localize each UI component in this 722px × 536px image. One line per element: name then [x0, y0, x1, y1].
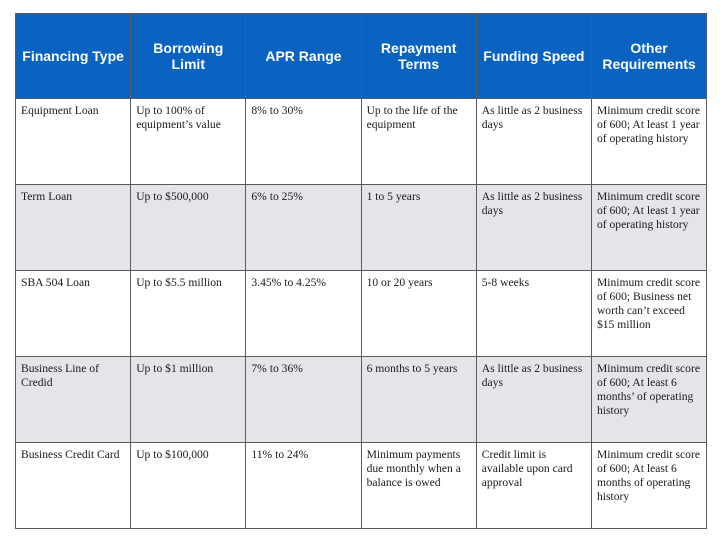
cell-funding-speed: As little as 2 business days — [475, 356, 592, 443]
table-row: Business Credit Card Up to $100,000 11% … — [14, 442, 708, 529]
cell-funding-speed: As little as 2 business days — [475, 184, 592, 271]
header-borrowing-limit: Borrowing Limit — [130, 13, 247, 99]
header-repayment-terms: Repayment Terms — [360, 13, 477, 99]
cell-borrowing-limit: Up to $1 million — [130, 356, 247, 443]
cell-borrowing-limit: Up to $500,000 — [130, 184, 247, 271]
table-row: Business Line of Credid Up to $1 million… — [14, 356, 708, 443]
table-row: Equipment Loan Up to 100% of equipment’s… — [14, 98, 708, 185]
cell-funding-speed: Credit limit is available upon card appr… — [475, 442, 592, 529]
cell-repayment-terms: 1 to 5 years — [360, 184, 477, 271]
cell-financing-type: Equipment Loan — [14, 98, 132, 185]
cell-other-requirements: Minimum credit score of 600; Business ne… — [590, 270, 708, 357]
cell-financing-type: Business Line of Credid — [14, 356, 132, 443]
cell-apr-range: 11% to 24% — [245, 442, 362, 529]
cell-repayment-terms: 6 months to 5 years — [360, 356, 477, 443]
cell-financing-type: Term Loan — [14, 184, 132, 271]
cell-other-requirements: Minimum credit score of 600; At least 1 … — [590, 184, 708, 271]
header-apr-range: APR Range — [245, 13, 362, 99]
cell-repayment-terms: Minimum payments due monthly when a bala… — [360, 442, 477, 529]
cell-financing-type: Business Credit Card — [14, 442, 132, 529]
cell-other-requirements: Minimum credit score of 600; At least 6 … — [590, 356, 708, 443]
cell-funding-speed: 5-8 weeks — [475, 270, 592, 357]
cell-apr-range: 3.45% to 4.25% — [245, 270, 362, 357]
header-other-requirements: Other Requirements — [590, 13, 708, 99]
financing-comparison-table: Financing Type Borrowing Limit APR Range… — [14, 13, 708, 529]
header-funding-speed: Funding Speed — [475, 13, 592, 99]
cell-borrowing-limit: Up to $5.5 million — [130, 270, 247, 357]
cell-borrowing-limit: Up to 100% of equipment’s value — [130, 98, 247, 185]
cell-apr-range: 8% to 30% — [245, 98, 362, 185]
cell-financing-type: SBA 504 Loan — [14, 270, 132, 357]
cell-other-requirements: Minimum credit score of 600; At least 6 … — [590, 442, 708, 529]
cell-apr-range: 6% to 25% — [245, 184, 362, 271]
cell-repayment-terms: 10 or 20 years — [360, 270, 477, 357]
cell-repayment-terms: Up to the life of the equipment — [360, 98, 477, 185]
table-row: SBA 504 Loan Up to $5.5 million 3.45% to… — [14, 270, 708, 357]
header-row: Financing Type Borrowing Limit APR Range… — [14, 13, 708, 99]
cell-other-requirements: Minimum credit score of 600; At least 1 … — [590, 98, 708, 185]
cell-funding-speed: As little as 2 business days — [475, 98, 592, 185]
table-row: Term Loan Up to $500,000 6% to 25% 1 to … — [14, 184, 708, 271]
header-financing-type: Financing Type — [14, 13, 132, 99]
cell-apr-range: 7% to 36% — [245, 356, 362, 443]
cell-borrowing-limit: Up to $100,000 — [130, 442, 247, 529]
